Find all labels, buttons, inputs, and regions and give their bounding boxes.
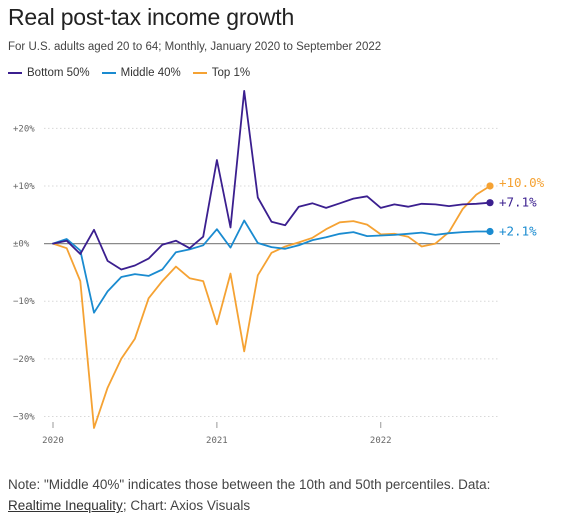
chart-note: Note: "Middle 40%" indicates those betwe… bbox=[8, 474, 556, 516]
source-link[interactable]: Realtime Inequality bbox=[8, 498, 123, 513]
legend-label-bottom-50: Bottom 50% bbox=[27, 67, 90, 79]
end-label-2: +10.0% bbox=[499, 175, 545, 190]
legend: Bottom 50% Middle 40% Top 1% bbox=[8, 67, 250, 79]
end-label-1: +2.1% bbox=[499, 223, 537, 238]
end-point-1 bbox=[486, 227, 494, 236]
y-tick-label: −10% bbox=[13, 297, 35, 307]
y-tick-label: −20% bbox=[13, 355, 35, 365]
legend-swatch-bottom-50 bbox=[8, 72, 22, 74]
x-tick-label: 2022 bbox=[370, 436, 392, 446]
legend-swatch-top-1 bbox=[192, 72, 207, 74]
end-label-0: +7.1% bbox=[499, 195, 537, 210]
y-tick-label: −30% bbox=[13, 412, 35, 422]
series-line-top-1- bbox=[52, 185, 491, 429]
line-chart: +20% +10% ±0% −10% −20% −30% 2020 2021 2022 +7.1%… bbox=[13, 90, 545, 446]
y-tick-label: +20% bbox=[13, 124, 35, 134]
y-tick-label: ±0% bbox=[13, 240, 30, 250]
series-line-bottom-50- bbox=[52, 90, 491, 271]
note-text: Note: "Middle 40%" indicates those betwe… bbox=[8, 477, 491, 492]
legend-item-top-1: Top 1% bbox=[192, 67, 251, 79]
legend-item-middle-40: Middle 40% bbox=[101, 67, 181, 79]
chart-subtitle: For U.S. adults aged 20 to 64; Monthly, … bbox=[8, 41, 382, 53]
series-line-middle-40- bbox=[52, 219, 491, 314]
end-point-2 bbox=[486, 182, 494, 190]
legend-swatch-middle-40 bbox=[101, 72, 116, 74]
legend-label-top-1: Top 1% bbox=[211, 67, 251, 79]
legend-label-middle-40: Middle 40% bbox=[120, 67, 181, 79]
y-tick-label: +10% bbox=[13, 182, 35, 192]
end-point-0 bbox=[486, 199, 494, 207]
x-tick-label: 2021 bbox=[206, 436, 228, 446]
chart-title: Real post-tax income growth bbox=[8, 4, 295, 30]
legend-item-bottom-50: Bottom 50% bbox=[8, 67, 90, 79]
note-suffix: ; Chart: Axios Visuals bbox=[122, 498, 251, 513]
x-tick-label: 2020 bbox=[42, 436, 64, 446]
